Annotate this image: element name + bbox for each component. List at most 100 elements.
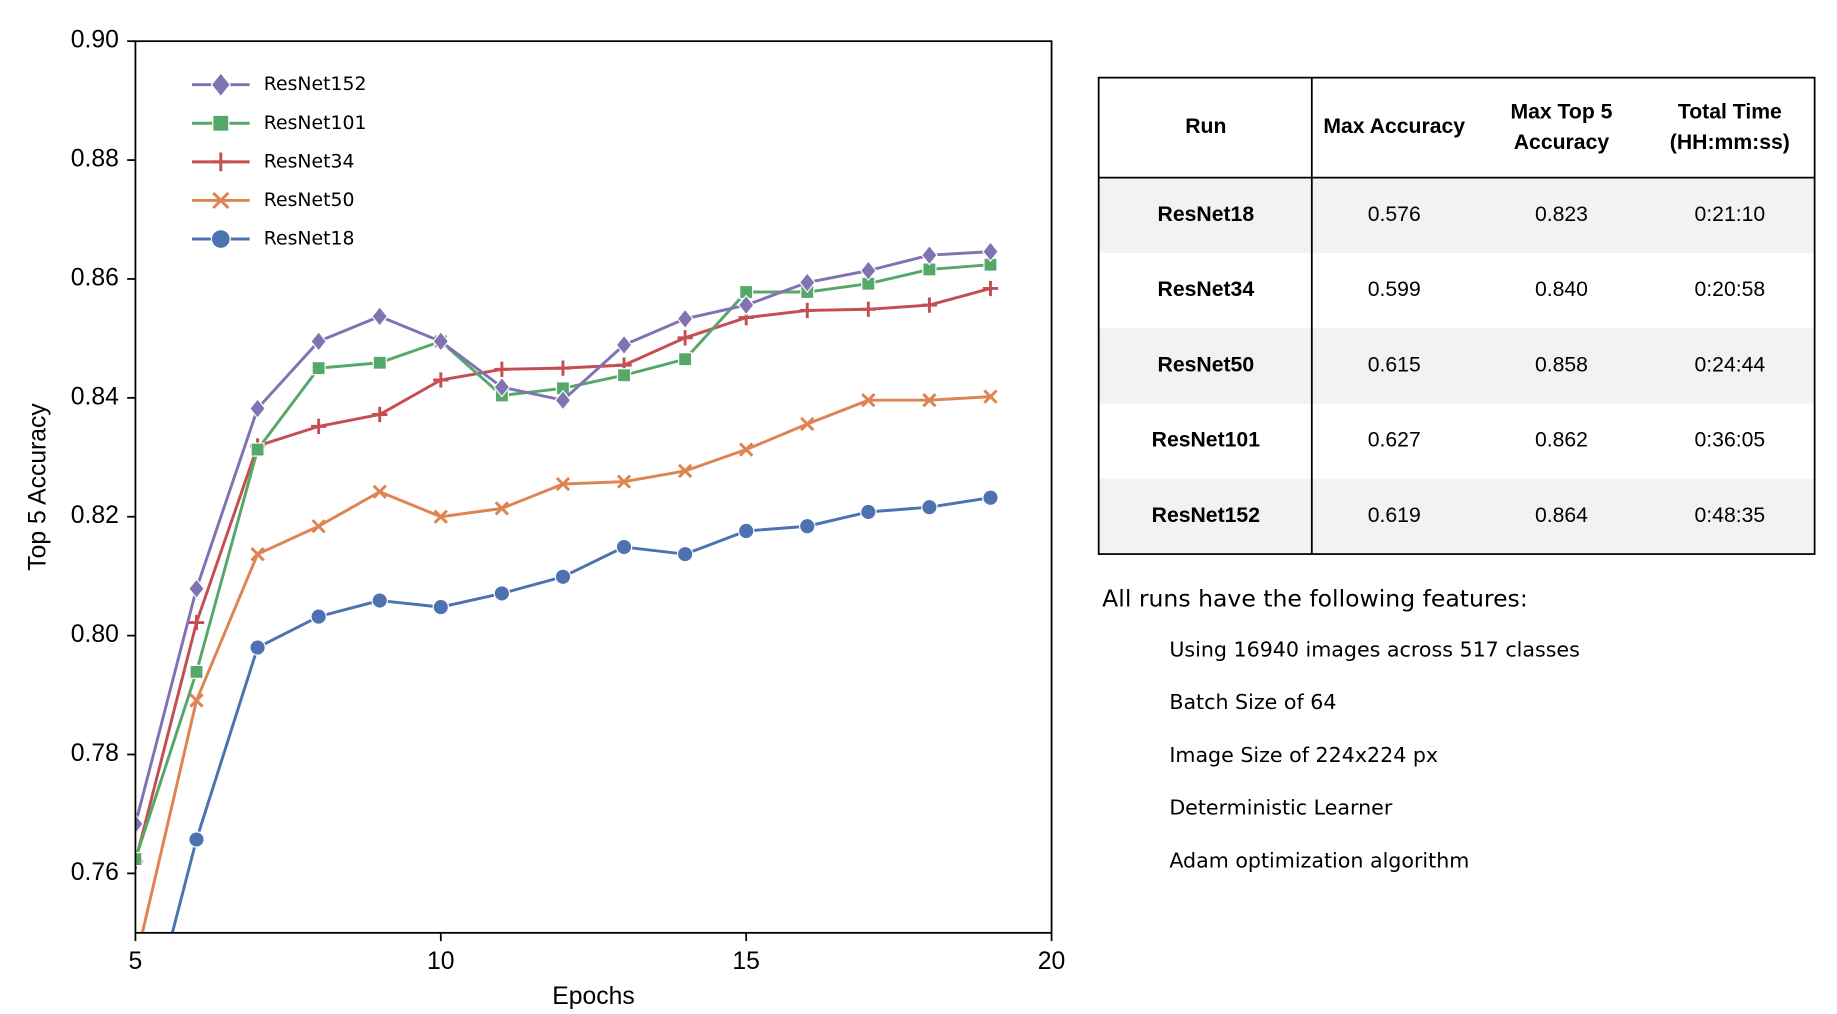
marker [188, 578, 205, 600]
marker [211, 152, 231, 172]
row-bg [1098, 478, 1815, 555]
marker [554, 568, 572, 585]
marker [250, 442, 265, 457]
marker [677, 463, 693, 479]
marker [616, 474, 632, 489]
marker [311, 519, 326, 534]
marker [493, 585, 511, 602]
marker [310, 330, 328, 352]
legend-label: ResNet34 [264, 151, 355, 172]
marker [860, 301, 876, 317]
marker [737, 294, 755, 316]
y-tick-label: 0.76 [71, 859, 119, 886]
table-cell: ResNet50 [1158, 353, 1255, 376]
table-cell: 0.840 [1535, 278, 1588, 301]
marker [188, 831, 205, 848]
marker [982, 489, 999, 506]
table-cell: ResNet34 [1158, 278, 1255, 301]
marker [921, 498, 938, 516]
marker [615, 538, 633, 556]
marker [800, 416, 815, 432]
marker [210, 71, 231, 98]
marker [798, 272, 816, 294]
marker [494, 361, 510, 377]
marker [859, 260, 877, 282]
notes-heading: All runs have the following features: [1102, 584, 1528, 612]
table-cell: ResNet101 [1152, 429, 1261, 452]
y-tick-label: 0.90 [71, 27, 119, 54]
table-cell: ResNet152 [1152, 504, 1260, 527]
row-bg [1098, 177, 1815, 253]
table-cell: 0:36:05 [1695, 429, 1766, 452]
table-cell: 0:48:35 [1695, 504, 1766, 527]
marker [677, 330, 693, 346]
marker [799, 302, 815, 319]
row-bg [1098, 328, 1815, 404]
table-cell: 0.599 [1368, 278, 1421, 301]
marker [554, 389, 572, 411]
marker [737, 522, 755, 540]
table-cell: 0:21:10 [1695, 203, 1766, 226]
marker [250, 547, 265, 562]
plot-frame [134, 40, 1053, 934]
series-line [135, 263, 991, 860]
table-cell: 0.858 [1535, 353, 1588, 376]
notes-item: Adam optimization algorithm [1169, 848, 1469, 872]
marker [371, 305, 389, 327]
notes-item: Batch Size of 64 [1169, 690, 1336, 714]
plot-area [135, 241, 999, 933]
notes-item: Deterministic Learner [1169, 796, 1393, 820]
table-cell: 0.615 [1368, 353, 1421, 376]
marker [983, 389, 998, 404]
marker [189, 693, 204, 708]
marker [860, 503, 877, 521]
marker [135, 852, 143, 867]
series-line [135, 250, 991, 825]
header-cell: Total Time (HH:mm:ss) [1670, 100, 1790, 154]
table-cell: 0.862 [1535, 429, 1588, 452]
table: Run Max Accuracy Max Top 5 Accuracy Total Ti… [1097, 76, 1816, 555]
marker [493, 376, 511, 398]
table-cell: 0.864 [1535, 504, 1588, 527]
marker [372, 406, 388, 423]
marker [921, 297, 938, 313]
y-tick-label: 0.86 [71, 264, 119, 291]
marker [615, 334, 633, 356]
marker [212, 114, 230, 132]
marker [982, 241, 999, 263]
legend-label: ResNet50 [264, 190, 355, 211]
header-cell: Run [1185, 115, 1226, 138]
table-border [1097, 76, 1816, 555]
marker [676, 308, 694, 330]
y-tick-label: 0.84 [71, 383, 119, 410]
marker [861, 393, 876, 408]
marker [188, 614, 205, 631]
marker [739, 442, 754, 457]
marker [210, 229, 231, 250]
x-tick-label: 15 [732, 948, 759, 975]
marker [249, 639, 266, 656]
x-tick-label: 5 [129, 948, 143, 975]
table-cell: 0.619 [1368, 504, 1421, 527]
series-line [140, 395, 991, 933]
legend-label: ResNet18 [264, 229, 355, 250]
header-cell: Max Top 5 Accuracy [1510, 100, 1612, 154]
chart: 0.76 0.78 0.80 0.82 0.84 0.86 0.88 0.90 5 10 15 20 E… [24, 27, 1065, 1010]
header-cell: Max Accuracy [1323, 115, 1465, 138]
notes-item: Image Size of 224x224 px [1169, 743, 1438, 767]
marker [371, 592, 388, 609]
table-cell: 0.576 [1368, 203, 1421, 226]
y-tick-label: 0.78 [71, 740, 119, 767]
legend-label: ResNet101 [264, 113, 367, 134]
marker [676, 545, 694, 563]
marker [311, 361, 326, 376]
y-tick-label: 0.82 [71, 502, 119, 529]
marker [799, 518, 816, 535]
notes-item: Using 16940 images across 517 classes [1169, 638, 1580, 662]
marker [135, 813, 144, 835]
marker [982, 280, 999, 297]
marker [616, 368, 632, 383]
notes: All runs have the following features: Usi… [1102, 584, 1580, 872]
table-cell: 0:20:58 [1695, 278, 1766, 301]
